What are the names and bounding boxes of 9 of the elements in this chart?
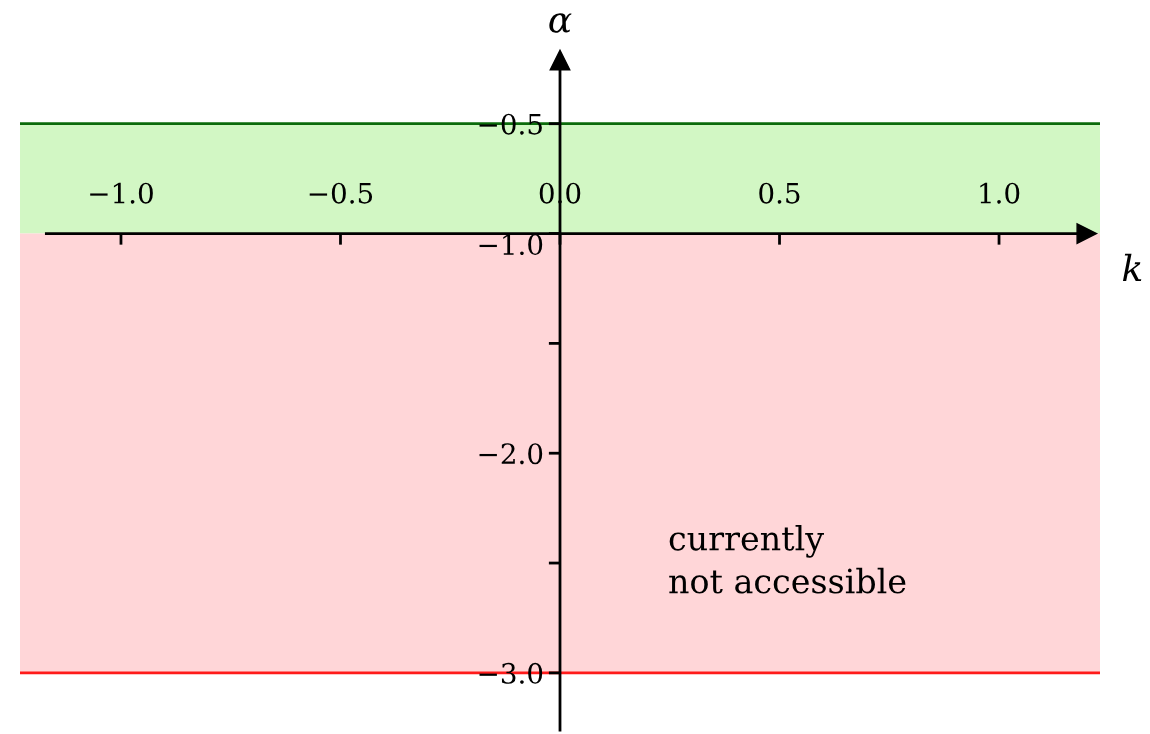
x-axis-title: k <box>1122 253 1142 282</box>
x-tick-label: 0.5 <box>759 182 800 204</box>
y-tick-label: −1.0 <box>479 234 543 256</box>
y-tick-label: −2.0 <box>479 443 543 465</box>
x-tick-label: −0.5 <box>309 182 373 204</box>
y-axis-title: α <box>549 13 572 33</box>
x-tick-label: −1.0 <box>90 182 153 204</box>
x-tick-label: 1.0 <box>980 182 1020 204</box>
annotation: currently not accessible <box>669 524 906 594</box>
